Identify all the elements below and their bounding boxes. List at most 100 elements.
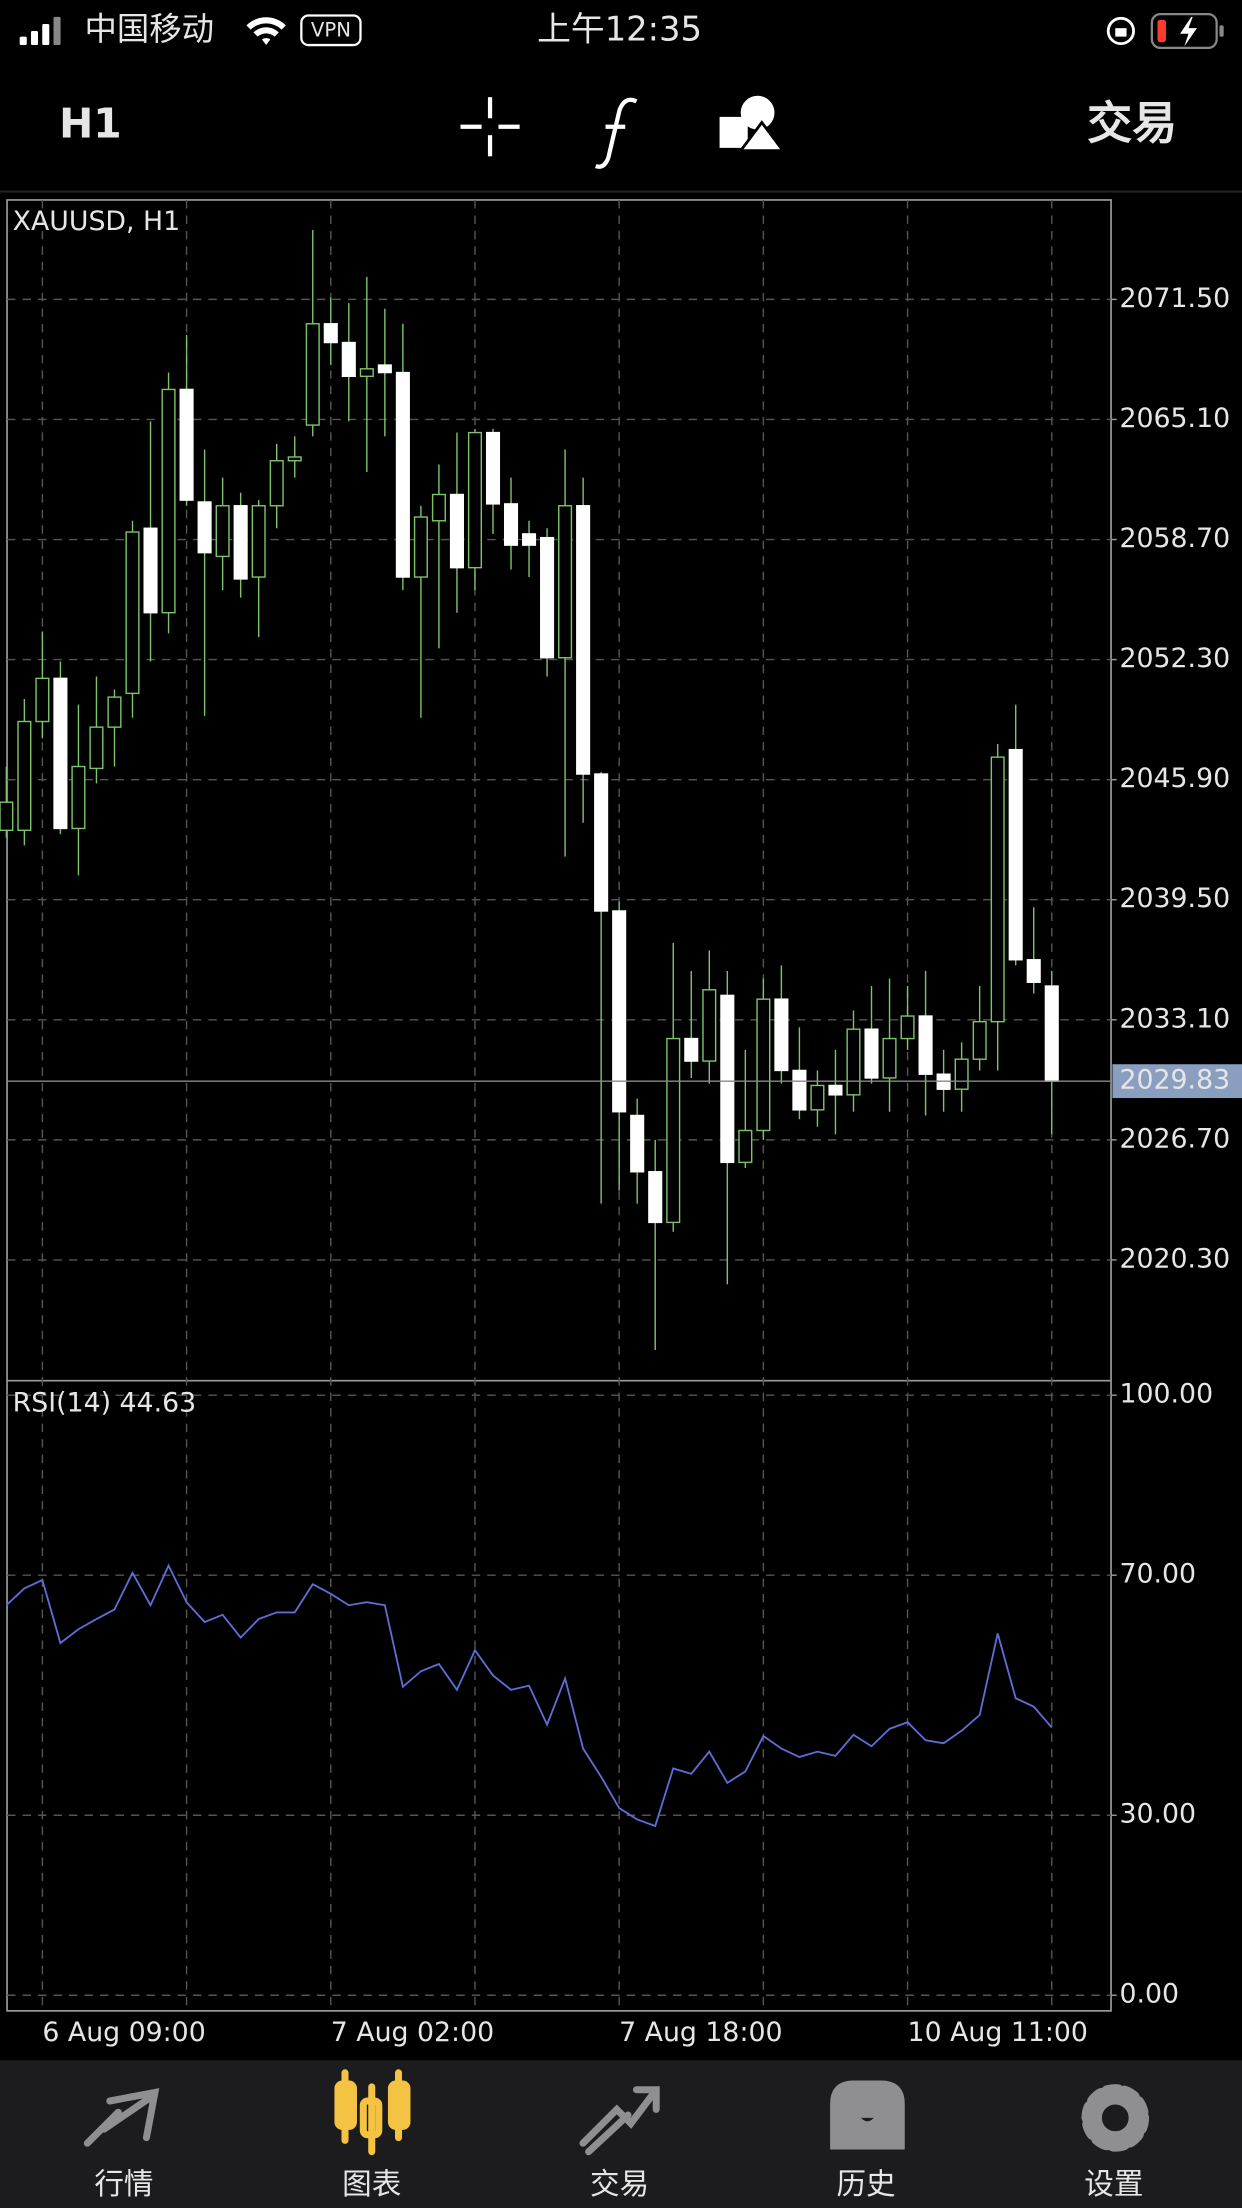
candle-body	[522, 533, 537, 546]
candle-body	[828, 1084, 843, 1096]
candle-body	[918, 1015, 933, 1075]
candle-body	[882, 1037, 897, 1079]
candle-body	[954, 1058, 969, 1090]
candle-body	[792, 1069, 807, 1111]
tab-icon-settings	[1081, 2084, 1150, 2152]
tab-bar	[0, 2060, 1242, 2208]
candle-body	[305, 323, 320, 426]
rotation-lock-body	[1115, 28, 1127, 37]
tab-bar-background	[0, 2060, 1242, 2208]
candle-body	[53, 677, 68, 830]
candle-body	[738, 1129, 753, 1164]
chart-area: 2020.30 2026.70 2033.10 2039.50 2045.90 2052.…	[0, 199, 1242, 2048]
candle-body	[89, 726, 104, 770]
current-price-label: 2029.83	[1119, 1065, 1230, 1096]
candle-body	[684, 1037, 699, 1062]
crosshair-button[interactable]	[460, 97, 520, 157]
candle-body	[197, 501, 212, 554]
candle-body	[558, 505, 573, 659]
candle-body	[215, 505, 230, 558]
x-tick-label: 7 Aug 02:00	[331, 2017, 494, 2048]
y-tick-label: 2039.50	[1119, 883, 1230, 914]
tab-icon-chart	[334, 2069, 411, 2156]
trade-button[interactable]: 交易	[1087, 97, 1177, 150]
candle-body	[630, 1114, 645, 1173]
tab-label[interactable]: 行情	[94, 2167, 153, 2201]
rsi-line	[5, 1563, 1053, 1828]
status-bar: 中国移动 VPN 上午12:35	[19, 9, 1224, 50]
candle-body	[990, 756, 1005, 1023]
candle-body	[179, 388, 194, 501]
wifi-icon	[246, 17, 286, 46]
y-tick-label: 2071.50	[1119, 283, 1230, 314]
candle-body	[287, 456, 302, 462]
tab-label[interactable]: 设置	[1084, 2167, 1143, 2201]
candle-body	[395, 371, 410, 578]
candle-body	[612, 910, 627, 1113]
candle-body	[846, 1028, 861, 1096]
rotation-lock	[1106, 16, 1135, 46]
clock: 上午12:35	[537, 9, 702, 48]
y-tick-label: 70.00	[1119, 1559, 1196, 1590]
tab-label[interactable]: 历史	[836, 2167, 895, 2201]
candle-body	[35, 677, 50, 723]
battery-level	[1157, 19, 1166, 43]
candle-body	[323, 323, 338, 344]
signal-bar	[42, 23, 50, 46]
candle-body	[449, 493, 464, 569]
x-tick-label: 10 Aug 11:00	[908, 2017, 1088, 2048]
candle-body	[810, 1084, 825, 1111]
x-tick-label: 7 Aug 18:00	[619, 2017, 782, 2048]
y-tick-label: 2033.10	[1119, 1003, 1230, 1034]
timeframe-button[interactable]: H1	[59, 100, 122, 148]
vpn-label: VPN	[311, 18, 351, 41]
candle-body	[143, 527, 158, 614]
battery	[1150, 12, 1218, 50]
indicators-button[interactable]	[594, 97, 638, 169]
y-tick-label: 2045.90	[1119, 763, 1230, 794]
candle-body	[720, 994, 735, 1164]
tab-icon-trade	[579, 2086, 660, 2156]
tab-icon-quotes	[83, 2088, 160, 2147]
candle-body	[594, 773, 609, 912]
candle-body	[161, 388, 176, 614]
candle-body	[413, 516, 428, 578]
vpn-box	[300, 14, 362, 47]
candle-body	[431, 493, 446, 522]
candle-body	[503, 503, 519, 546]
tab-icon-history	[830, 2080, 905, 2150]
y-tick-label: 2065.10	[1119, 403, 1230, 434]
panel-title: RSI(14) 44.63	[13, 1387, 196, 1418]
candle-body	[972, 1020, 987, 1060]
candle-body	[359, 368, 374, 378]
candle-body	[1026, 959, 1041, 983]
y-tick-label: 100.00	[1119, 1379, 1213, 1410]
candle-body	[467, 431, 483, 569]
panel-title: XAUUSD, H1	[13, 206, 181, 237]
candle-body	[702, 989, 717, 1062]
candle-body	[17, 720, 32, 832]
signal-bar	[30, 30, 39, 46]
objects-button[interactable]	[719, 95, 786, 153]
candle-body	[648, 1171, 663, 1224]
candle-body	[774, 998, 789, 1072]
candle-body	[540, 536, 555, 659]
candle-body	[341, 341, 356, 378]
candle-body	[233, 505, 248, 580]
tab-label[interactable]: 交易	[590, 2167, 649, 2201]
y-tick-label: 2052.30	[1119, 643, 1230, 674]
candle-body	[0, 801, 14, 832]
tab-label[interactable]: 图表	[342, 2167, 401, 2201]
y-tick-label: 2020.30	[1119, 1243, 1230, 1274]
signal-bar	[53, 16, 61, 46]
toolbar: H1 交易	[0, 95, 1242, 193]
x-tick-label: 6 Aug 09:00	[42, 2017, 205, 2048]
candle-body	[269, 460, 284, 507]
candle-body	[864, 1028, 879, 1079]
candle-body	[71, 765, 86, 830]
y-tick-label: 2026.70	[1119, 1123, 1230, 1154]
y-tick-label: 30.00	[1119, 1799, 1196, 1830]
current-price-tag	[1112, 1064, 1242, 1099]
candle-body	[251, 505, 266, 578]
